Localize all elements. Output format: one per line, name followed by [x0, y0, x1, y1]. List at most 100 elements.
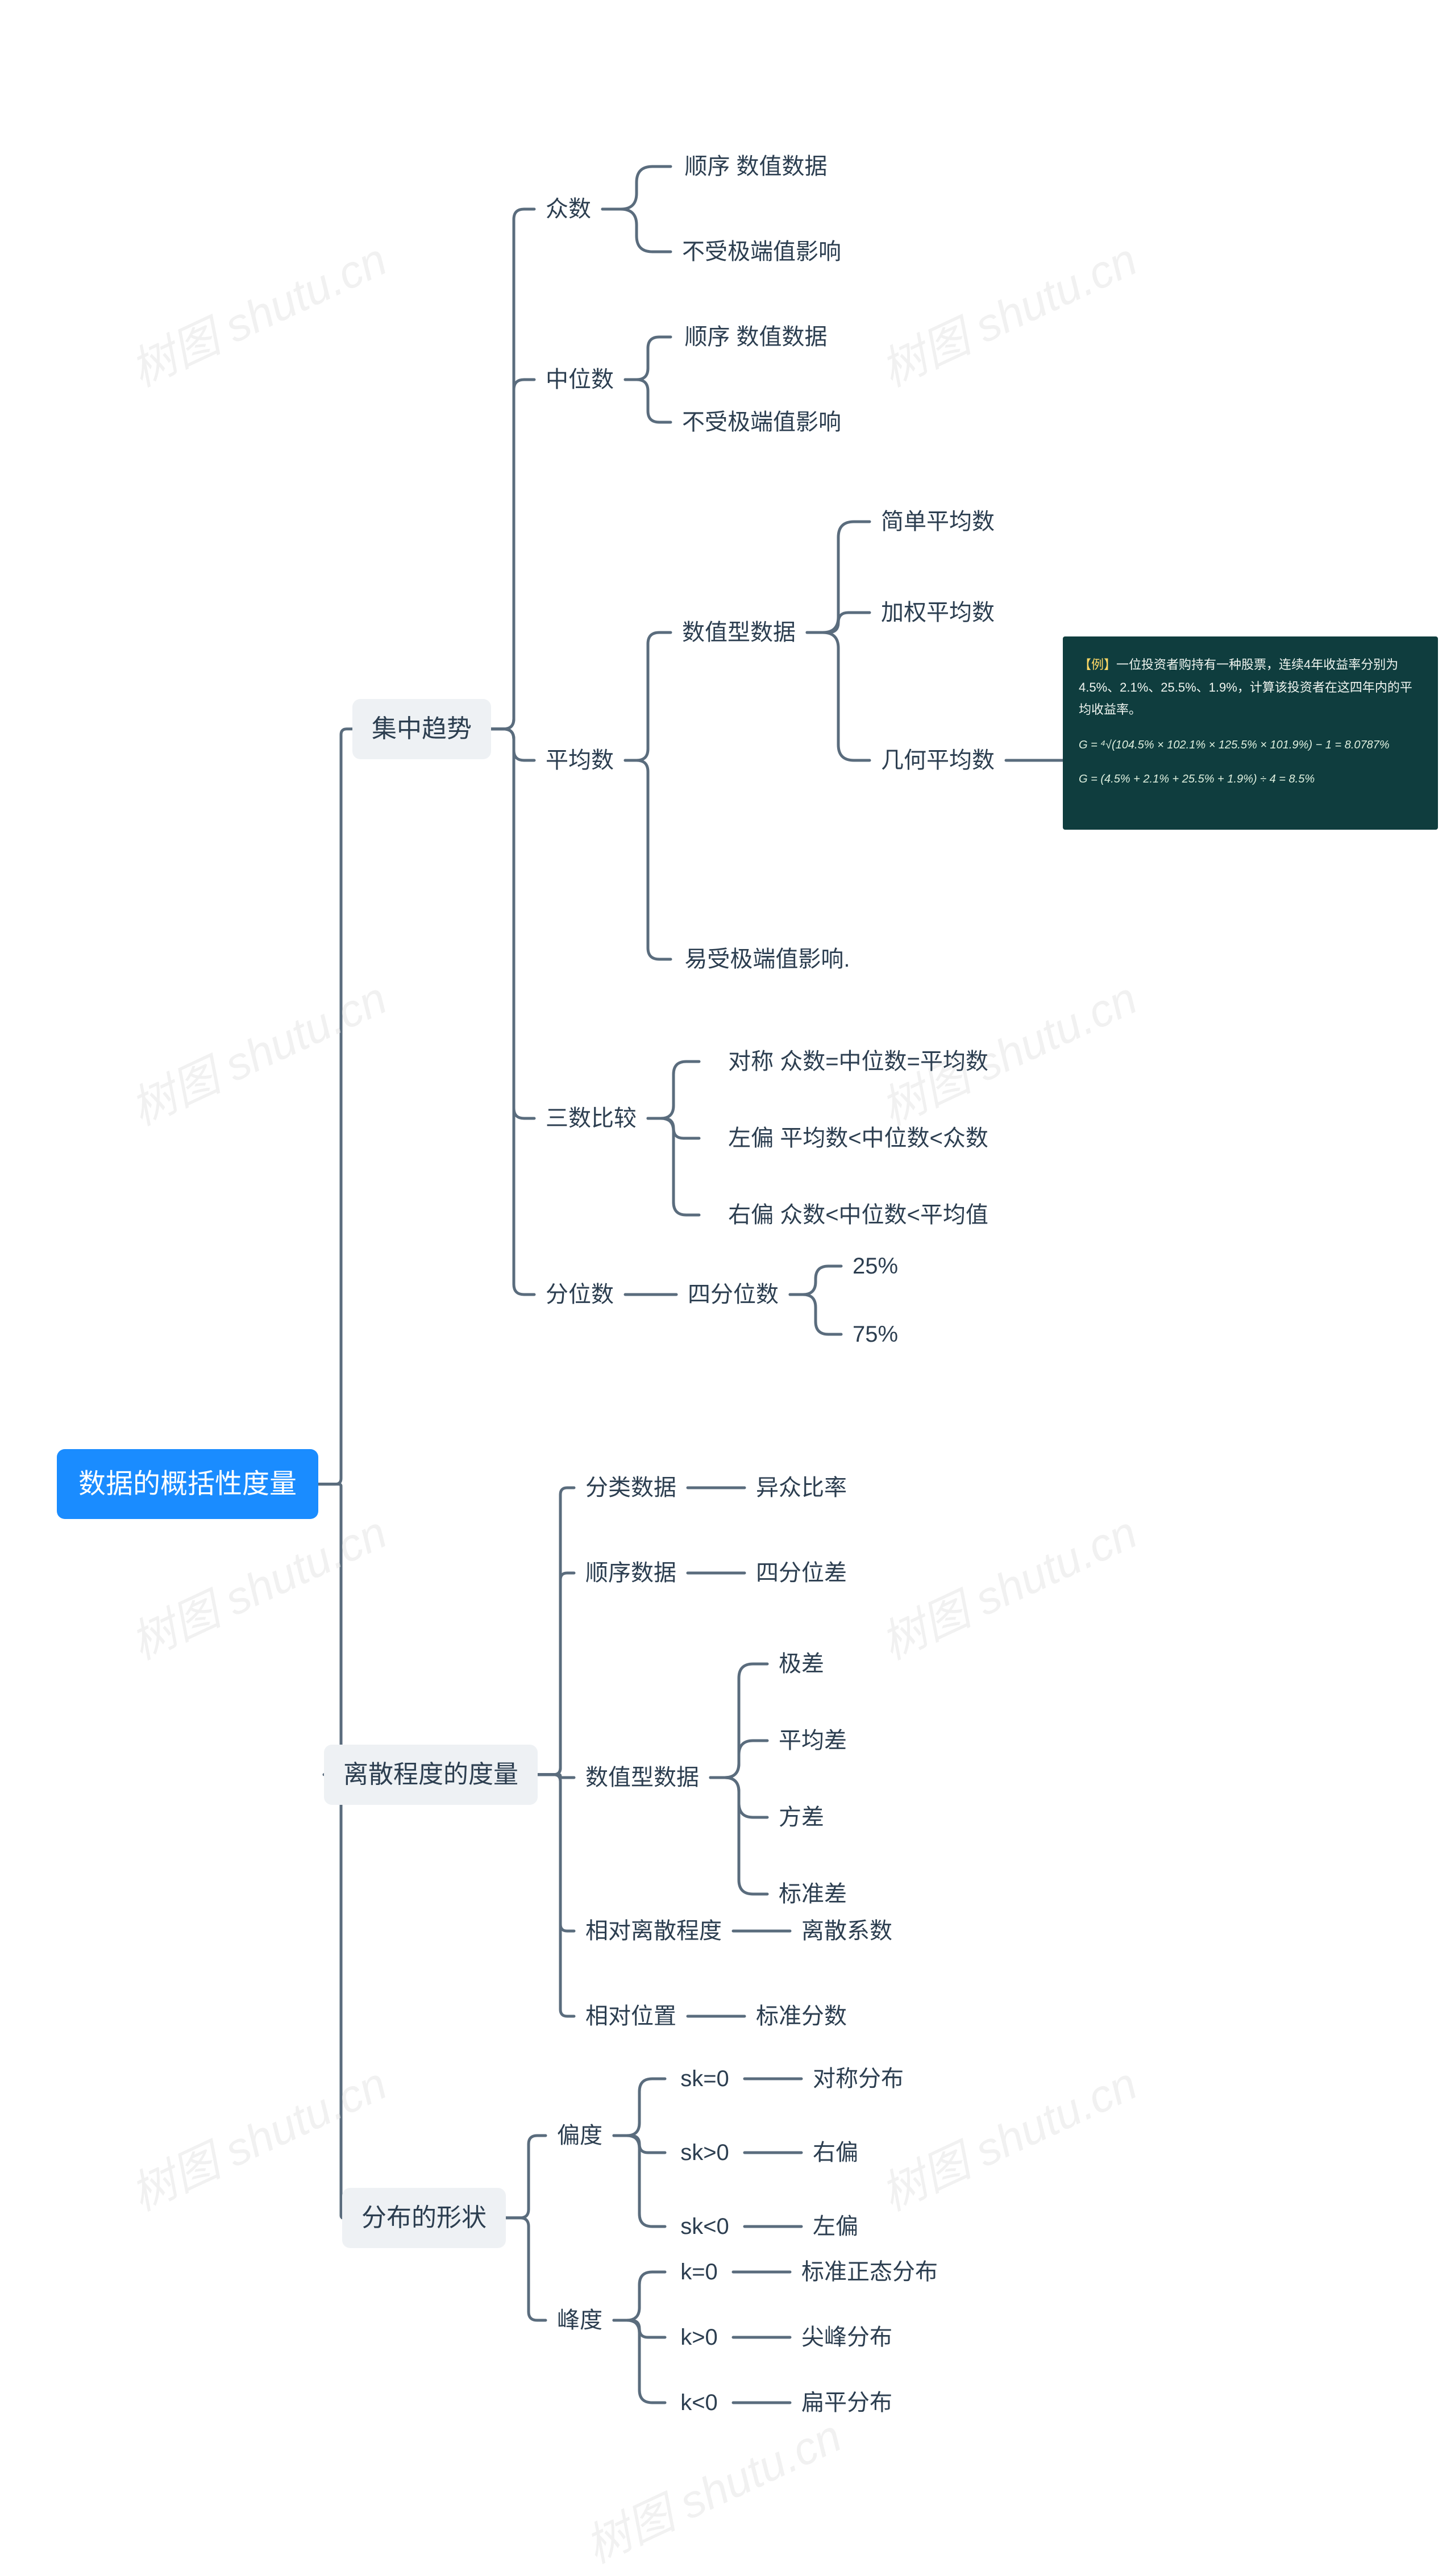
node-q75[interactable]: 75%: [841, 1313, 909, 1356]
node-label: 数据的概括性度量: [78, 1465, 297, 1503]
node-root[interactable]: 数据的概括性度量: [57, 1449, 318, 1519]
node-label: 顺序 数值数据: [684, 151, 827, 182]
edge-central-quantile: [491, 729, 534, 1295]
watermark: 树图 shutu.cn: [868, 223, 1146, 399]
edge-root-disp: [318, 1484, 343, 1775]
node-shape[interactable]: 分布的形状: [342, 2188, 506, 2248]
node-label: 尖峰分布: [801, 2321, 892, 2353]
edge-central-compare3: [491, 729, 534, 1118]
node-label: 顺序数据: [585, 1557, 676, 1589]
node-label: 标准正态分布: [801, 2256, 938, 2288]
node-label: 方差: [779, 1801, 824, 1833]
node-range[interactable]: 极差: [767, 1642, 835, 1686]
node-mean_weight[interactable]: 加权平均数: [870, 591, 1006, 634]
node-label: k<0: [680, 2387, 718, 2419]
edge-disp-disp_rel: [538, 1775, 574, 1931]
node-label: 标准差: [779, 1878, 847, 1910]
node-quartile[interactable]: 四分位数: [676, 1273, 790, 1316]
node-label: 几何平均数: [881, 744, 995, 776]
edge-median-median_c2: [625, 380, 671, 422]
node-kgt0[interactable]: k>0: [665, 2316, 733, 2359]
node-label: 加权平均数: [881, 597, 995, 629]
edge-mean_numdata-mean_weight: [807, 613, 870, 632]
node-quantile[interactable]: 分位数: [534, 1273, 625, 1316]
node-disp_cat[interactable]: 分类数据: [574, 1466, 688, 1509]
node-mean_numdata[interactable]: 数值型数据: [671, 611, 807, 654]
edge-kurt-klt0: [614, 2320, 665, 2403]
node-disp[interactable]: 离散程度的度量: [324, 1745, 538, 1805]
edge-median-median_c1: [625, 337, 671, 380]
node-compare3[interactable]: 三数比较: [534, 1097, 648, 1140]
node-skgt0[interactable]: sk>0: [665, 2131, 745, 2174]
node-cmp_left[interactable]: 左偏 平均数<中位数<众数: [699, 1117, 1017, 1160]
node-variation_ratio[interactable]: 异众比率: [745, 1466, 858, 1509]
node-label: 易受极端值影响.: [684, 943, 850, 975]
edge-disp_num-mad: [710, 1741, 767, 1778]
node-disp_rel[interactable]: 相对离散程度: [574, 1909, 733, 1953]
edge-mean_numdata-mean_simple: [807, 522, 870, 632]
node-median_c1[interactable]: 顺序 数值数据: [671, 315, 841, 359]
edge-mode-mode_c2: [602, 209, 671, 252]
node-q25[interactable]: 25%: [841, 1245, 909, 1288]
node-median[interactable]: 中位数: [534, 358, 625, 401]
edge-kurt-kgt0: [614, 2320, 665, 2337]
node-mean_simple[interactable]: 简单平均数: [870, 500, 1006, 543]
node-klt0[interactable]: k<0: [665, 2381, 733, 2424]
node-central[interactable]: 集中趋势: [352, 699, 491, 759]
node-cmp_right[interactable]: 右偏 众数<中位数<平均值: [699, 1193, 1017, 1237]
node-sklt0[interactable]: sk<0: [665, 2205, 745, 2248]
node-sklt0_d[interactable]: 左偏: [801, 2205, 870, 2248]
node-disp_ord[interactable]: 顺序数据: [574, 1551, 688, 1595]
node-disp_num[interactable]: 数值型数据: [574, 1756, 710, 1799]
node-skgt0_d[interactable]: 右偏: [801, 2131, 870, 2174]
node-mean_extreme[interactable]: 易受极端值影响.: [671, 938, 864, 981]
node-klt0_d[interactable]: 扁平分布: [790, 2381, 904, 2424]
node-cv[interactable]: 离散系数: [790, 1909, 904, 1953]
node-label: 分位数: [546, 1279, 614, 1310]
node-zscore[interactable]: 标准分数: [745, 1995, 858, 2038]
node-iqr[interactable]: 四分位差: [745, 1551, 858, 1595]
node-mad[interactable]: 平均差: [767, 1719, 858, 1762]
edge-skew-sklt0: [614, 2136, 665, 2227]
node-mode_c1[interactable]: 顺序 数值数据: [671, 145, 841, 188]
node-label: 右偏: [813, 2137, 858, 2169]
example-formula-2: G = (4.5% + 2.1% + 25.5% + 1.9%) ÷ 4 = 8…: [1079, 769, 1422, 789]
node-mode[interactable]: 众数: [534, 188, 602, 231]
node-label: 75%: [853, 1318, 898, 1350]
example-body: 一位投资者购持有一种股票，连续4年收益率分别为4.5%、2.1%、25.5%、1…: [1079, 657, 1412, 717]
node-mean_geo[interactable]: 几何平均数: [870, 739, 1006, 782]
node-kgt0_d[interactable]: 尖峰分布: [790, 2316, 904, 2359]
node-mode_c2[interactable]: 不受极端值影响: [671, 230, 853, 273]
edge-disp-disp_ord: [538, 1573, 574, 1775]
node-median_c2[interactable]: 不受极端值影响: [671, 401, 853, 444]
node-label: 分类数据: [585, 1472, 676, 1504]
node-label: 相对离散程度: [585, 1915, 722, 1947]
edge-shape-skew: [506, 2136, 546, 2218]
node-label: 不受极端值影响: [682, 406, 841, 438]
edge-skew-skgt0: [614, 2136, 665, 2153]
watermark: 树图 shutu.cn: [573, 2400, 850, 2576]
node-sk0[interactable]: sk=0: [665, 2057, 745, 2100]
watermark: 树图 shutu.cn: [118, 1496, 396, 1672]
node-label: 离散程度的度量: [343, 1757, 518, 1792]
watermark: 树图 shutu.cn: [868, 1496, 1146, 1672]
node-cmp_sym[interactable]: 对称 众数=中位数=平均数: [699, 1040, 1017, 1083]
node-label: 离散系数: [801, 1915, 892, 1947]
node-disp_pos[interactable]: 相对位置: [574, 1995, 688, 2038]
node-sk0_d[interactable]: 对称分布: [801, 2057, 915, 2100]
node-skew[interactable]: 偏度: [546, 2114, 614, 2157]
node-label: 左偏 平均数<中位数<众数: [728, 1122, 988, 1154]
edge-quartile-q25: [790, 1266, 841, 1295]
node-variance[interactable]: 方差: [767, 1796, 835, 1839]
edge-mean-mean_extreme: [625, 760, 671, 959]
node-label: 平均数: [546, 744, 614, 776]
node-label: 中位数: [546, 364, 614, 396]
node-mean[interactable]: 平均数: [534, 739, 625, 782]
edge-skew-sk0: [614, 2079, 665, 2136]
node-kurt[interactable]: 峰度: [546, 2299, 614, 2342]
node-label: k=0: [680, 2256, 718, 2288]
node-label: 顺序 数值数据: [684, 321, 827, 353]
node-k0[interactable]: k=0: [665, 2250, 733, 2294]
node-k0_d[interactable]: 标准正态分布: [790, 2250, 949, 2294]
example-formula-1: G = ⁴√(104.5% × 102.1% × 125.5% × 101.9%…: [1079, 735, 1422, 755]
